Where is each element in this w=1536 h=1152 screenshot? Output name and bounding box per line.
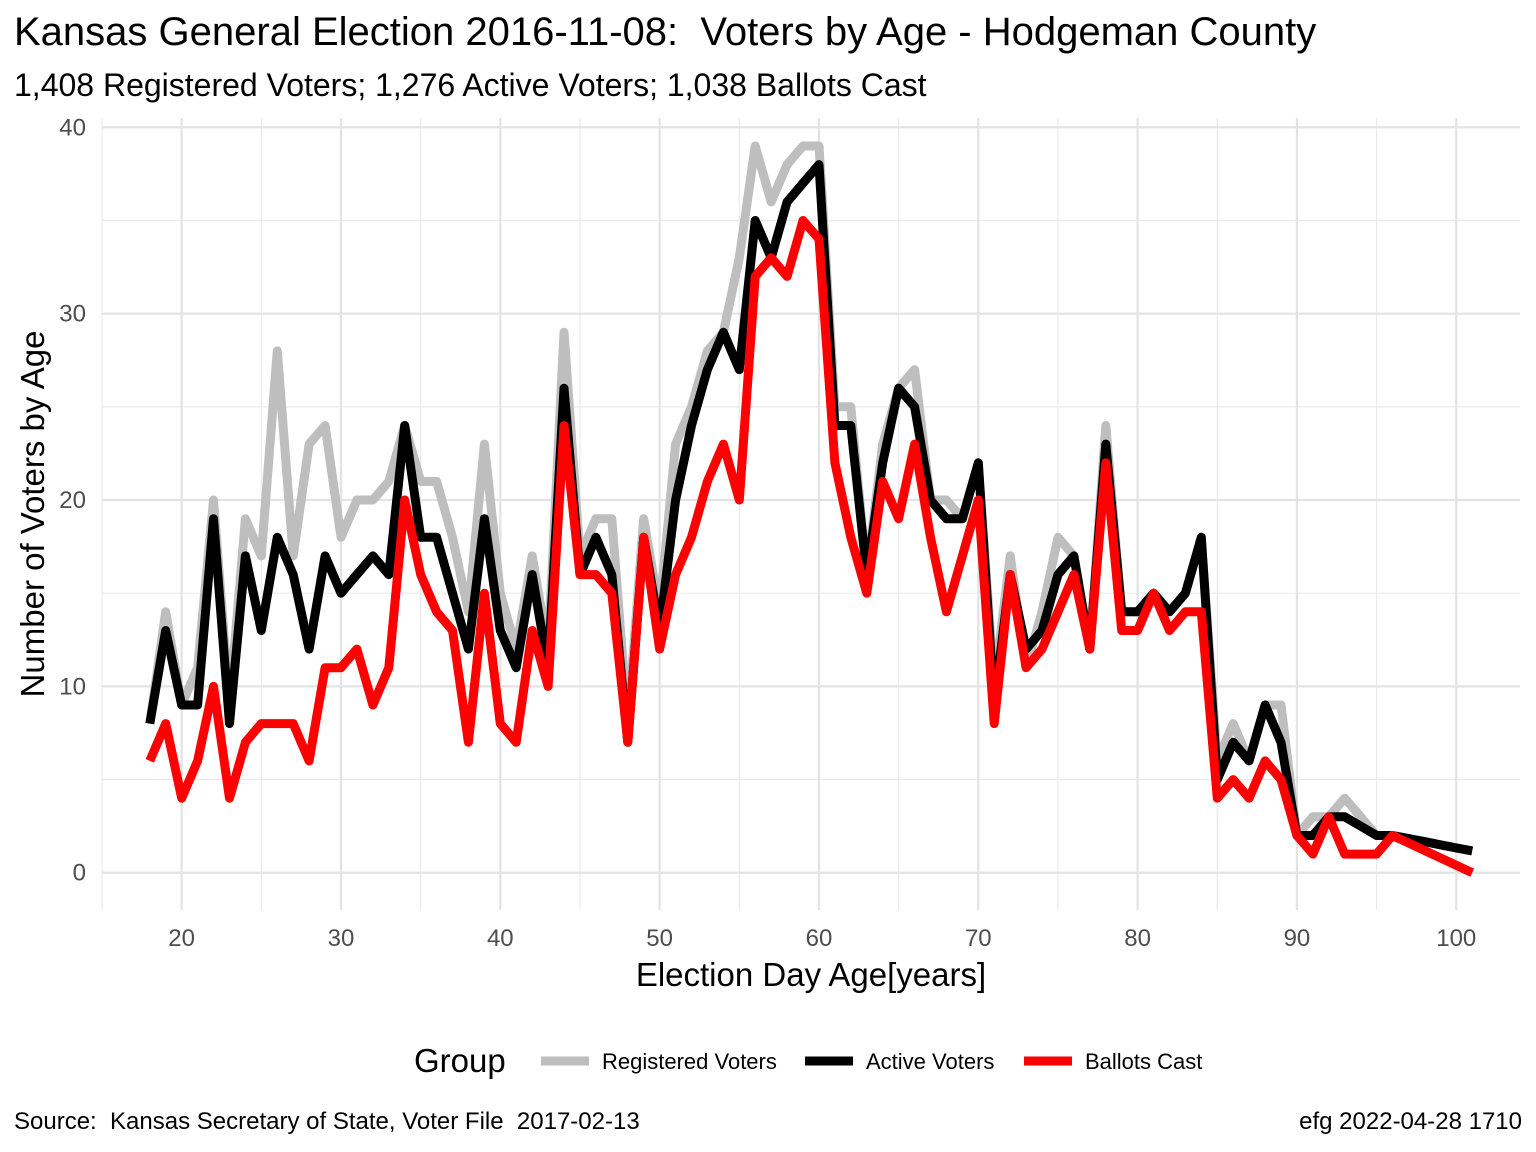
series-line-active-voters	[145, 160, 1474, 856]
x-tick-label: 50	[646, 925, 673, 952]
chart-title: Kansas General Election 2016-11-08: Vote…	[14, 10, 1317, 54]
x-tick-label: 70	[965, 925, 992, 952]
y-tick-label: 0	[73, 860, 86, 887]
legend: Group Registered Voters Active Voters Ballo…	[414, 1042, 1202, 1079]
x-tick-label: 20	[168, 925, 195, 952]
series-layer	[145, 141, 1475, 877]
y-tick-label: 30	[59, 301, 86, 328]
x-axis-title: Election Day Age[years]	[636, 956, 986, 993]
y-tick-label: 10	[59, 673, 86, 700]
x-tick-label: 60	[806, 925, 833, 952]
x-tick-label: 80	[1124, 925, 1151, 952]
legend-title: Group	[414, 1042, 506, 1079]
series-line-ballots-cast	[145, 216, 1475, 877]
series-line-registered-voters	[145, 141, 1474, 856]
source-caption: Source: Kansas Secretary of State, Voter…	[14, 1108, 640, 1135]
x-tick-label: 30	[328, 925, 355, 952]
x-tick-label: 90	[1284, 925, 1311, 952]
x-tick-label: 40	[487, 925, 514, 952]
y-axis-title: Number of Voters by Age	[14, 331, 51, 698]
x-tick-label: 100	[1436, 925, 1476, 952]
credit-caption: efg 2022-04-28 1710	[1299, 1108, 1522, 1135]
legend-label-ballots-cast: Ballots Cast	[1085, 1049, 1202, 1074]
y-tick-label: 20	[59, 487, 86, 514]
y-tick-label: 40	[59, 114, 86, 141]
axis-layer: 20 30 40 50 60 70 80 90 100 0 10 20 30 40 Election Day…	[14, 114, 1476, 993]
grid-layer	[101, 118, 1520, 910]
legend-label-registered-voters: Registered Voters	[602, 1049, 777, 1074]
legend-label-active-voters: Active Voters	[866, 1049, 994, 1074]
chart-subtitle: 1,408 Registered Voters; 1,276 Active Vo…	[14, 67, 927, 103]
